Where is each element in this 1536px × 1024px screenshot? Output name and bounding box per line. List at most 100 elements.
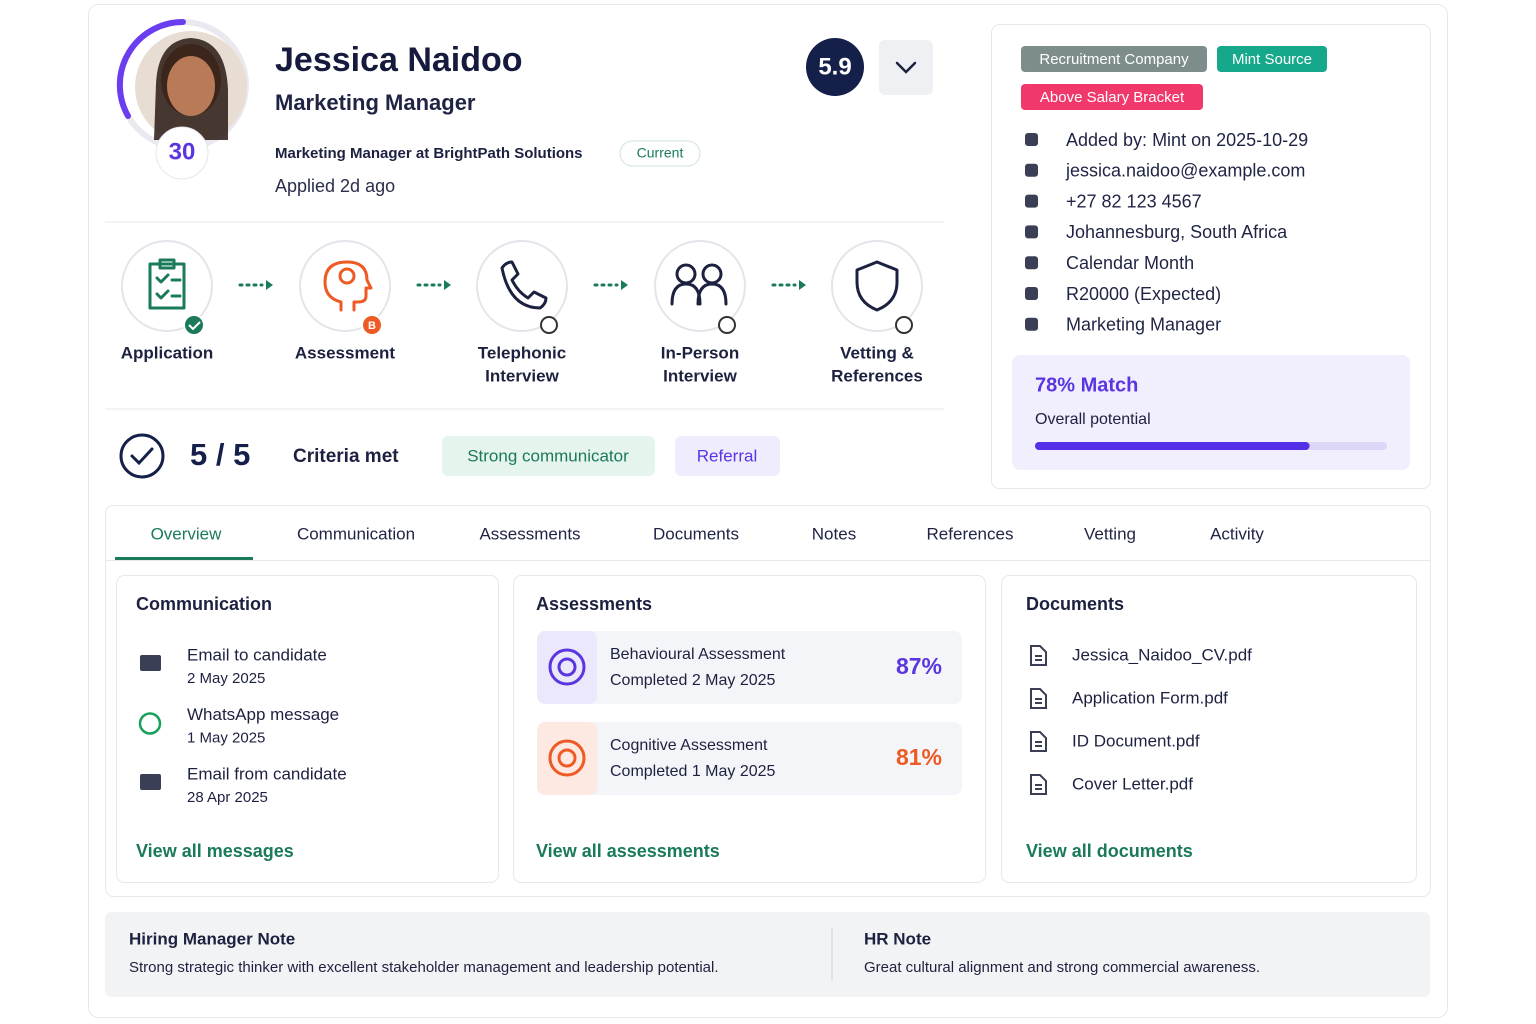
view-all-link[interactable]: View all messages <box>136 841 294 861</box>
match-label: 78% Match <box>1035 374 1138 396</box>
note-text: Strong strategic thinker with excellent … <box>129 959 719 976</box>
detail: jessica.naidoo@example.com <box>1065 161 1305 181</box>
comm-title: Email to candidate <box>187 645 327 664</box>
match-bar <box>1035 442 1310 450</box>
detail: R20000 (Expected) <box>1066 284 1221 304</box>
tag-pill <box>1217 46 1327 72</box>
document[interactable]: Jessica_Naidoo_CV.pdf <box>1072 645 1252 664</box>
criteria-check <box>130 447 154 466</box>
detail: Added by: Mint on 2025-10-29 <box>1066 130 1308 150</box>
detail-icon <box>1025 256 1038 270</box>
stage-arrow-head <box>266 280 273 290</box>
stage-badge <box>361 314 383 336</box>
tab[interactable]: References <box>927 524 1014 543</box>
rating-circle <box>806 38 864 96</box>
assessment-name: Behavioural Assessment <box>610 646 786 663</box>
comm-date: 2 May 2025 <box>187 670 265 687</box>
stage-circle <box>831 240 923 332</box>
detail-icon <box>1025 317 1038 331</box>
stage-circle <box>654 240 746 332</box>
criteria-tag: Strong communicator <box>467 446 629 465</box>
dropdown-button[interactable] <box>879 40 933 95</box>
assessment-score: 87% <box>896 653 942 679</box>
stage-label: Vetting & <box>840 343 914 362</box>
pipeline: Application B Assessment Telephonic Intervie… <box>121 240 923 385</box>
assessment-icon <box>557 748 577 768</box>
detail-icon <box>1025 163 1038 177</box>
score-badge-bg <box>155 126 209 180</box>
note-title: HR Note <box>864 929 931 948</box>
stage-label: Assessment <box>295 343 396 362</box>
comm-title: WhatsApp message <box>187 705 339 724</box>
doc-icon <box>1030 688 1047 709</box>
tag-pill <box>1021 46 1207 72</box>
note-title: Hiring Manager Note <box>129 929 295 948</box>
card-title: Assessments <box>536 594 652 614</box>
detail: Johannesburg, South Africa <box>1066 222 1288 242</box>
card-title: Communication <box>136 594 272 614</box>
chevron-icon <box>895 61 917 74</box>
whatsapp-icon <box>138 712 162 735</box>
document[interactable]: Application Form.pdf <box>1072 688 1228 707</box>
avatar-skin <box>167 56 215 116</box>
stage-arrow-head <box>444 280 451 290</box>
match-caption: Overall potential <box>1035 411 1151 428</box>
criteria-label: Criteria met <box>293 446 399 467</box>
assessment-icon-bg <box>537 722 597 795</box>
assessment-date: Completed 2 May 2025 <box>610 672 776 689</box>
tab[interactable]: Documents <box>653 524 739 543</box>
stage-badge-label: B <box>368 320 376 332</box>
current-role: Marketing Manager at BrightPath Solution… <box>275 145 583 162</box>
tab[interactable]: Vetting <box>1084 524 1136 543</box>
match-box <box>1012 355 1410 470</box>
stage-icon <box>855 260 899 312</box>
stage-icon <box>323 260 373 312</box>
view-all-link[interactable]: View all assessments <box>536 841 720 861</box>
assessment-name: Cognitive Assessment <box>610 737 768 754</box>
assessment-row <box>537 631 962 704</box>
stage-circle <box>299 240 391 332</box>
assessment-icon <box>557 657 577 677</box>
comm-title: Email from candidate <box>187 764 347 783</box>
assessment-score: 81% <box>896 744 942 770</box>
view-all-link[interactable]: View all documents <box>1026 841 1193 861</box>
detail: +27 82 123 4567 <box>1066 191 1202 211</box>
tab[interactable]: Notes <box>812 524 856 543</box>
comm-date: 1 May 2025 <box>187 729 265 746</box>
detail-icon <box>1025 133 1038 146</box>
stage-circle <box>476 240 568 332</box>
assessment-row <box>537 722 962 795</box>
tabs: Overview Communication Assessments Document… <box>151 524 1265 543</box>
stage-label: Interview <box>485 366 559 385</box>
notes-box <box>105 912 1430 997</box>
stage-label: References <box>831 366 923 385</box>
stage-pending <box>540 316 558 334</box>
document[interactable]: ID Document.pdf <box>1072 731 1200 750</box>
tab[interactable]: Communication <box>297 524 415 543</box>
assessment-icon <box>548 648 586 686</box>
card-title: Documents <box>1026 594 1124 614</box>
tab[interactable]: Activity <box>1210 524 1264 543</box>
criteria-count: 5 / 5 <box>190 437 250 472</box>
detail-icon <box>1025 225 1038 239</box>
stage-arrow-head <box>621 280 628 290</box>
stage-icon <box>500 260 548 310</box>
stage-pending <box>718 316 736 334</box>
document[interactable]: Cover Letter.pdf <box>1072 774 1193 793</box>
note-text: Great cultural alignment and strong comm… <box>864 959 1260 976</box>
mail-icon <box>140 774 161 790</box>
tab[interactable]: Assessments <box>479 524 580 543</box>
score-badge: 30 <box>169 138 196 165</box>
doc-icon <box>1030 645 1047 666</box>
applied: Applied 2d ago <box>275 176 395 196</box>
candidate-name: Jessica Naidoo <box>275 41 523 79</box>
stage-label: In-Person <box>661 343 739 362</box>
assessment-icon-bg <box>537 631 597 704</box>
tab[interactable]: Overview <box>151 524 223 543</box>
active-tab-indicator <box>115 557 253 560</box>
tag-pill <box>442 436 655 476</box>
details-list: Added by: Mint on 2025-10-29 jessica.naid… <box>1025 130 1308 335</box>
